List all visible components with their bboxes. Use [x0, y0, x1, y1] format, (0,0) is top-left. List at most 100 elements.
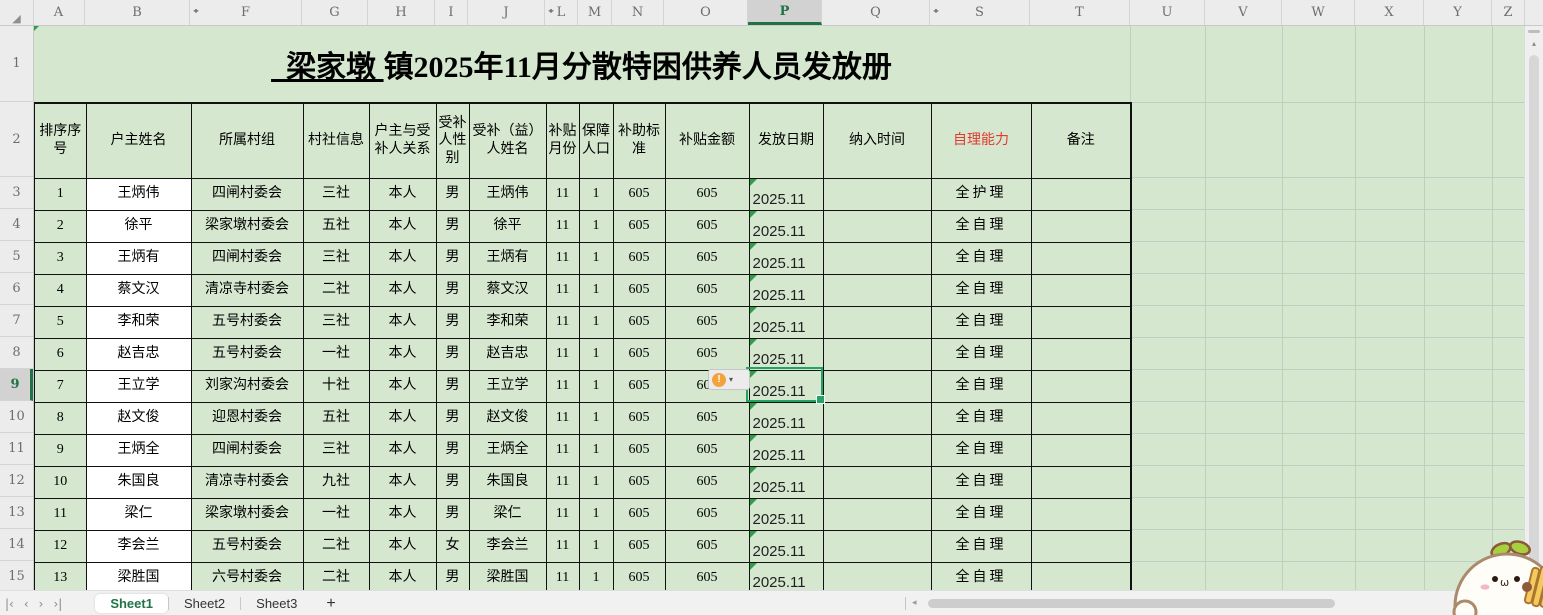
cell-H14[interactable]: 本人	[368, 529, 437, 563]
cell-I12[interactable]: 男	[435, 465, 470, 499]
cell-I11[interactable]: 男	[435, 433, 470, 467]
cell-Q8[interactable]	[822, 337, 932, 371]
cell-G4[interactable]: 五社	[302, 209, 370, 243]
cell-T3[interactable]	[1030, 177, 1132, 211]
cell-P6[interactable]: 2025.11	[748, 273, 824, 307]
cell-N13[interactable]: 605	[612, 497, 666, 531]
cell-G14[interactable]: 二社	[302, 529, 370, 563]
column-header-B[interactable]: B ◂▸	[85, 0, 199, 25]
table-header-A[interactable]: 排序序号	[33, 102, 87, 179]
cell-M13[interactable]: 1	[578, 497, 614, 531]
row-header-8[interactable]: 8	[0, 337, 33, 369]
table-header-H[interactable]: 户主与受补人关系	[368, 102, 437, 179]
cell-B5[interactable]: 王炳有	[85, 241, 192, 275]
vertical-scrollbar-thumb[interactable]	[1529, 55, 1539, 570]
cell-H4[interactable]: 本人	[368, 209, 437, 243]
row-header-6[interactable]: 6	[0, 273, 33, 305]
cell-H13[interactable]: 本人	[368, 497, 437, 531]
cell-Q5[interactable]	[822, 241, 932, 275]
row-header-9[interactable]: 9	[0, 369, 33, 401]
cell-S11[interactable]: 全自理	[930, 433, 1032, 467]
cell-B10[interactable]: 赵文俊	[85, 401, 192, 435]
hidden-columns-icon[interactable]: ◂▸	[932, 6, 939, 15]
tab-sheet3[interactable]: Sheet3	[256, 596, 298, 611]
cell-L12[interactable]: 11	[545, 465, 580, 499]
cell-Q13[interactable]	[822, 497, 932, 531]
error-smart-tag[interactable]: ! ▾	[708, 369, 750, 390]
cell-P8[interactable]: 2025.11	[748, 337, 824, 371]
cell-T7[interactable]	[1030, 305, 1132, 339]
column-header-Z[interactable]: Z	[1492, 0, 1525, 25]
cell-L11[interactable]: 11	[545, 433, 580, 467]
cell-M6[interactable]: 1	[578, 273, 614, 307]
column-header-W[interactable]: W	[1282, 0, 1355, 25]
cell-O5[interactable]: 605	[664, 241, 750, 275]
cell-L5[interactable]: 11	[545, 241, 580, 275]
cell-L13[interactable]: 11	[545, 497, 580, 531]
column-header-H[interactable]: H	[368, 0, 435, 25]
warning-icon[interactable]: !	[712, 372, 726, 387]
column-header-M[interactable]: M	[578, 0, 612, 25]
row-header-3[interactable]: 3	[0, 177, 33, 209]
cell-N8[interactable]: 605	[612, 337, 666, 371]
column-header-P[interactable]: P	[748, 0, 822, 25]
cell-N15[interactable]: 605	[612, 561, 666, 595]
cell-O6[interactable]: 605	[664, 273, 750, 307]
cell-B8[interactable]: 赵吉忠	[85, 337, 192, 371]
cell-O14[interactable]: 605	[664, 529, 750, 563]
row-header-2[interactable]: 2	[0, 102, 33, 177]
cell-P3[interactable]: 2025.11	[748, 177, 824, 211]
row-header-12[interactable]: 12	[0, 465, 33, 497]
column-header-X[interactable]: X	[1355, 0, 1424, 25]
cell-B7[interactable]: 李和荣	[85, 305, 192, 339]
column-header-U[interactable]: U	[1130, 0, 1205, 25]
cell-S12[interactable]: 全自理	[930, 465, 1032, 499]
cell-P11[interactable]: 2025.11	[748, 433, 824, 467]
cell-G3[interactable]: 三社	[302, 177, 370, 211]
cell-F13[interactable]: 梁家墩村委会	[190, 497, 304, 531]
cell-G11[interactable]: 三社	[302, 433, 370, 467]
cell-G8[interactable]: 一社	[302, 337, 370, 371]
cell-N9[interactable]: 605	[612, 369, 666, 403]
cell-F7[interactable]: 五号村委会	[190, 305, 304, 339]
sheet-nav-first-icon[interactable]: |‹	[5, 596, 14, 611]
cell-O8[interactable]: 605	[664, 337, 750, 371]
cell-M8[interactable]: 1	[578, 337, 614, 371]
cell-A12[interactable]: 10	[33, 465, 87, 499]
cell-B6[interactable]: 蔡文汉	[85, 273, 192, 307]
cell-J10[interactable]: 赵文俊	[468, 401, 547, 435]
cell-J15[interactable]: 梁胜国	[468, 561, 547, 595]
cell-T6[interactable]	[1030, 273, 1132, 307]
hscroll-left-icon[interactable]: ◂	[912, 597, 917, 607]
cell-T9[interactable]	[1030, 369, 1132, 403]
cell-G15[interactable]: 二社	[302, 561, 370, 595]
cell-J5[interactable]: 王炳有	[468, 241, 547, 275]
cell-Q10[interactable]	[822, 401, 932, 435]
cell-H8[interactable]: 本人	[368, 337, 437, 371]
hidden-columns-icon[interactable]: ◂▸	[192, 6, 199, 15]
cell-S6[interactable]: 全自理	[930, 273, 1032, 307]
cell-F4[interactable]: 梁家墩村委会	[190, 209, 304, 243]
cell-B13[interactable]: 梁仁	[85, 497, 192, 531]
cell-N10[interactable]: 605	[612, 401, 666, 435]
column-header-T[interactable]: T	[1030, 0, 1130, 25]
cell-T5[interactable]	[1030, 241, 1132, 275]
cell-Q11[interactable]	[822, 433, 932, 467]
cell-S8[interactable]: 全自理	[930, 337, 1032, 371]
sheet-nav-prev-icon[interactable]: ‹	[23, 596, 29, 611]
cell-F14[interactable]: 五号村委会	[190, 529, 304, 563]
add-sheet-button[interactable]: +	[326, 594, 336, 612]
cell-I9[interactable]: 男	[435, 369, 470, 403]
cell-G13[interactable]: 一社	[302, 497, 370, 531]
table-header-T[interactable]: 备注	[1030, 102, 1132, 179]
cell-M9[interactable]: 1	[578, 369, 614, 403]
cell-M11[interactable]: 1	[578, 433, 614, 467]
cell-P10[interactable]: 2025.11	[748, 401, 824, 435]
table-header-G[interactable]: 村社信息	[302, 102, 370, 179]
cell-B14[interactable]: 李会兰	[85, 529, 192, 563]
table-header-J[interactable]: 受补（益）人姓名	[468, 102, 547, 179]
cell-P14[interactable]: 2025.11	[748, 529, 824, 563]
cell-N14[interactable]: 605	[612, 529, 666, 563]
cell-J14[interactable]: 李会兰	[468, 529, 547, 563]
cell-H6[interactable]: 本人	[368, 273, 437, 307]
